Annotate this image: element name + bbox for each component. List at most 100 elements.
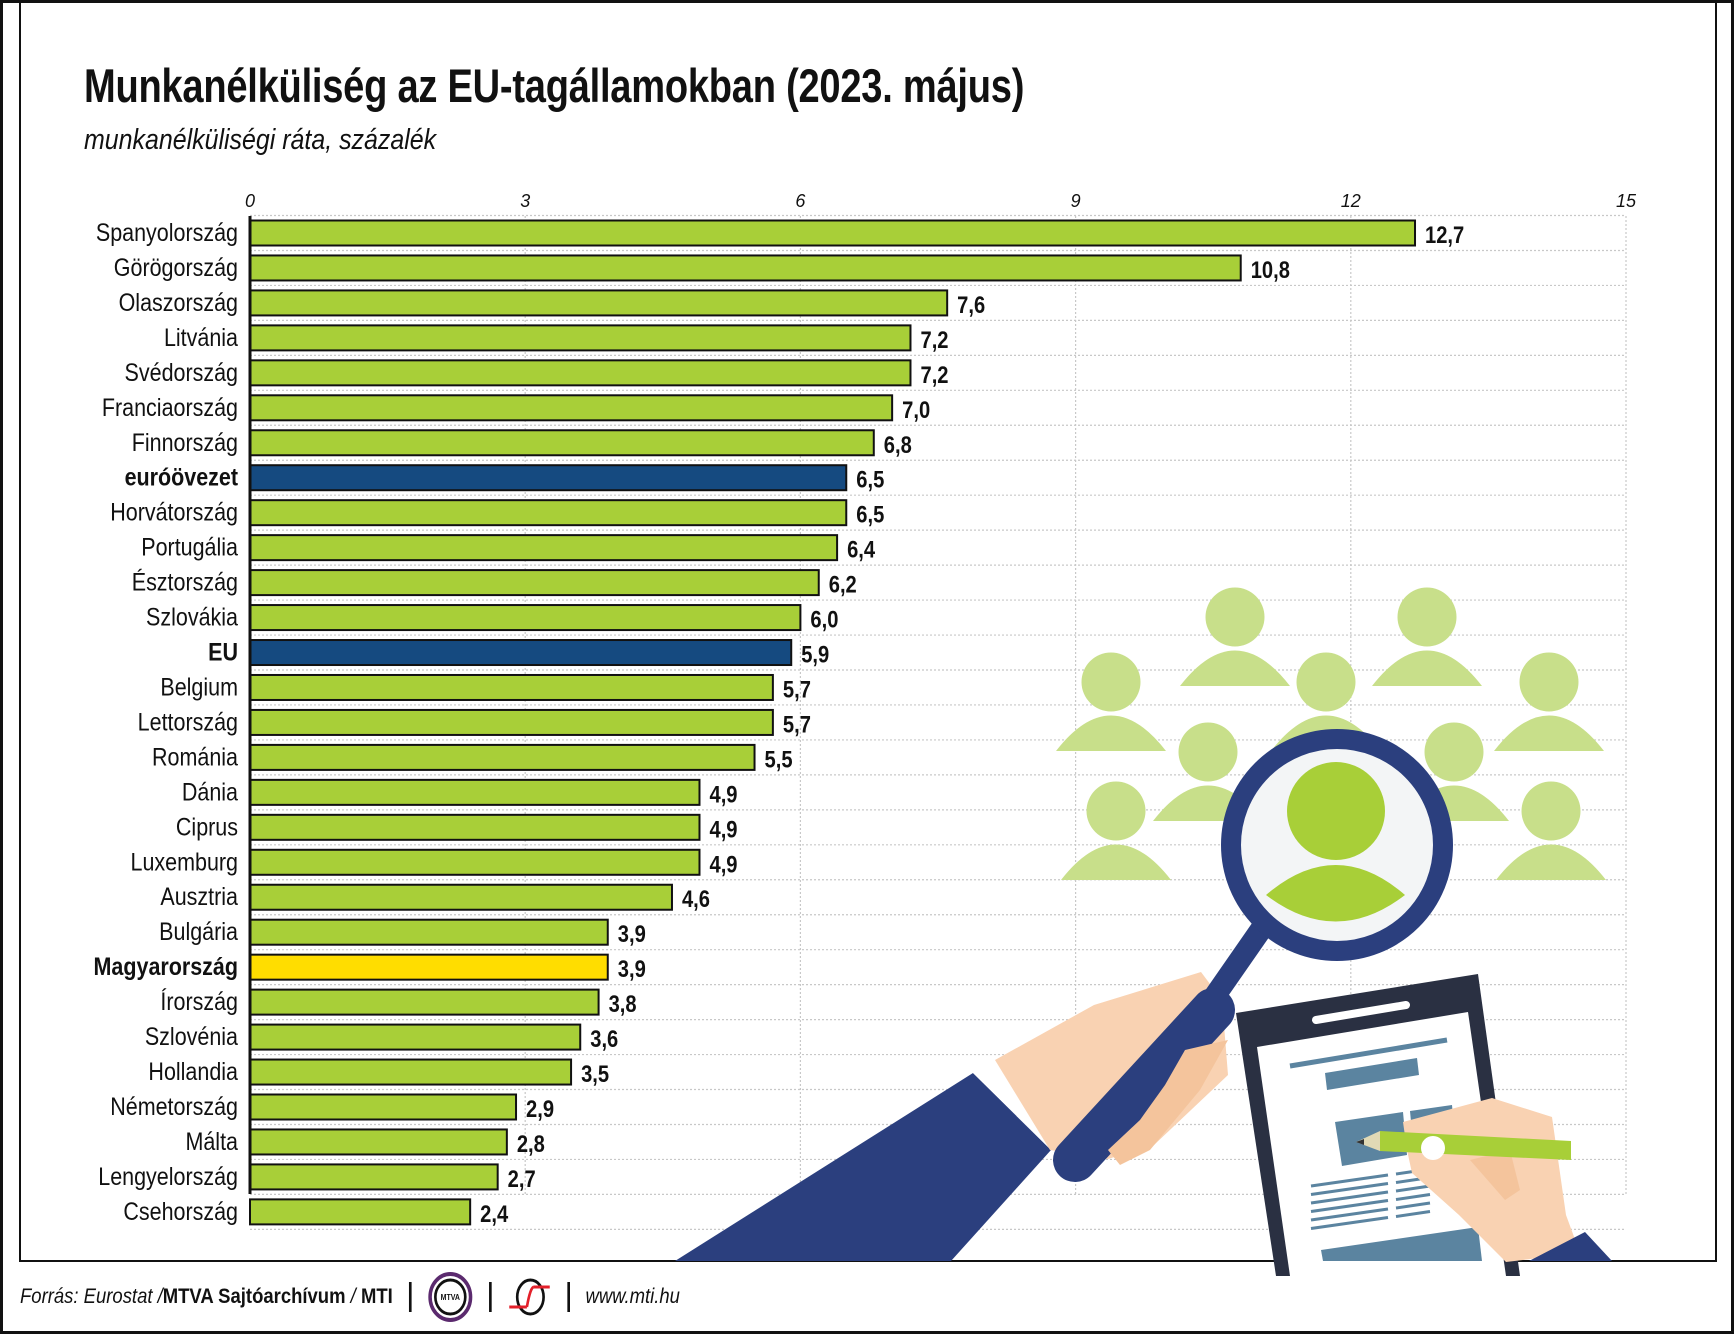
value-label: 6,4 (847, 536, 876, 563)
value-label: 5,9 (801, 641, 829, 668)
person-head-icon (1521, 781, 1581, 841)
category-label: Bulgária (159, 918, 238, 946)
right-sleeve (1529, 1232, 1612, 1261)
value-label: 2,9 (526, 1095, 554, 1122)
x-axis: 0 3 6 9 12 15 (245, 191, 1637, 1194)
category-label: Franciaország (102, 393, 238, 421)
bar (249, 708, 774, 736)
value-label: 7,6 (957, 291, 985, 318)
bar (249, 289, 949, 317)
category-label: Portugália (141, 533, 238, 561)
bar (249, 394, 894, 422)
bar (249, 464, 848, 492)
category-label: Dánia (182, 778, 238, 806)
bar (249, 219, 1417, 247)
person-head-icon (1296, 652, 1356, 712)
category-label: Luxemburg (131, 848, 238, 876)
found-person-head (1287, 762, 1385, 860)
category-label: euróövezet (125, 463, 239, 491)
person-head-icon (1205, 587, 1265, 647)
value-label: 3,6 (590, 1025, 618, 1052)
value-label: 2,7 (508, 1165, 536, 1192)
bar (249, 918, 609, 946)
bar (249, 1093, 518, 1121)
doc-heading-line (1289, 1037, 1448, 1069)
x-tick-label: 6 (795, 191, 806, 211)
category-label: Szlovákia (146, 603, 238, 631)
category-label: Magyarország (94, 953, 238, 981)
divider (408, 1282, 412, 1312)
person-head-icon (1081, 652, 1141, 712)
value-label: 2,8 (517, 1130, 545, 1157)
doc-text-line (1395, 1210, 1431, 1218)
x-tick-label: 9 (1071, 191, 1081, 211)
divider (488, 1282, 492, 1312)
doc-text-line (1310, 1190, 1389, 1205)
bar (249, 429, 875, 457)
person-head-icon (1519, 652, 1579, 712)
bar (249, 534, 839, 562)
magnifier-grip (1053, 988, 1235, 1182)
bar (249, 1128, 508, 1156)
bar (249, 743, 756, 771)
doc-text-line (1310, 1182, 1389, 1196)
value-label: 2,4 (480, 1200, 509, 1227)
x-tick-label: 15 (1616, 191, 1637, 211)
category-label: Ausztria (160, 883, 238, 911)
category-label: Írország (160, 988, 238, 1016)
doc-title-block (1325, 1058, 1419, 1090)
value-label: 6,5 (856, 501, 884, 528)
category-label: Olaszország (119, 288, 238, 316)
value-label: 7,2 (920, 326, 948, 353)
category-label: Ciprus (176, 813, 238, 841)
category-label: Görögország (114, 253, 238, 281)
category-label: Szlovénia (145, 1023, 238, 1051)
value-label: 4,9 (709, 781, 737, 808)
pencil-tip (1356, 1131, 1380, 1151)
right-hand-shadow (1470, 1150, 1520, 1200)
category-label: EU (208, 638, 238, 666)
value-label: 6,5 (856, 466, 884, 493)
category-labels: Spanyolország Görögország Olaszország Litvá… (94, 218, 239, 1225)
value-labels: 12,710,87,67,27,27,06,86,56,56,46,26,05,… (480, 221, 1464, 1227)
bar (249, 324, 912, 352)
website-link[interactable]: www.mti.hu (585, 1285, 680, 1308)
value-label: 5,7 (783, 711, 811, 738)
doc-text-line (1310, 1207, 1389, 1222)
doc-text-line (1310, 1216, 1389, 1230)
value-label: 6,8 (884, 431, 912, 458)
mtva-logo: MTVA (427, 1272, 472, 1322)
value-label: 5,5 (765, 746, 793, 773)
category-label: Horvátország (110, 498, 238, 526)
value-label: 3,8 (609, 990, 637, 1017)
bars (249, 219, 1417, 1226)
footer: Forrás: Eurostat / MTVA Sajtóarchívum / … (20, 1272, 680, 1322)
bar (249, 1023, 582, 1051)
value-label: 6,2 (829, 571, 857, 598)
bar (249, 1058, 573, 1086)
bar (249, 883, 673, 911)
value-label: 10,8 (1251, 256, 1290, 283)
person-head-icon (1397, 587, 1457, 647)
category-label: Hollandia (148, 1058, 238, 1086)
bar (249, 639, 793, 667)
x-tick-label: 12 (1341, 191, 1361, 211)
value-label: 4,6 (682, 886, 710, 913)
person-body-icon (1494, 715, 1604, 751)
person-body-icon (1372, 650, 1482, 686)
bar (249, 673, 774, 701)
grid (250, 214, 1627, 1230)
x-tick-label: 0 (245, 191, 255, 211)
bar (249, 604, 802, 632)
doc-text-line (1310, 1199, 1389, 1213)
value-label: 12,7 (1425, 221, 1464, 248)
person-body-icon (1496, 844, 1606, 880)
thumb-nail (1421, 1136, 1445, 1160)
bar (249, 953, 609, 981)
found-person-body (1266, 865, 1405, 922)
bar (249, 988, 600, 1016)
category-label: Belgium (160, 673, 238, 701)
